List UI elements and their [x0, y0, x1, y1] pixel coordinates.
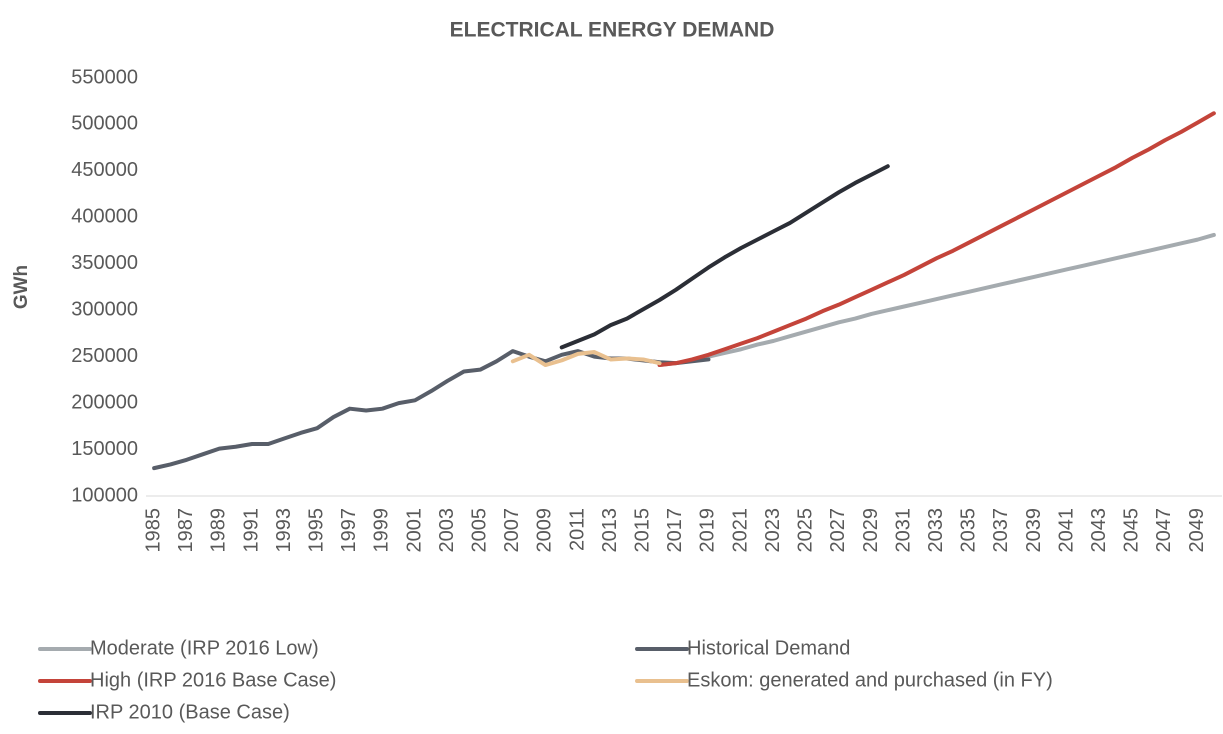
x-tick-label: 2041 [1055, 508, 1077, 553]
x-tick-label: 2039 [1023, 508, 1045, 553]
series-line [510, 350, 662, 368]
x-tick-label: 2013 [599, 508, 621, 553]
x-tick-label: 1995 [305, 508, 327, 553]
x-tick-label: 2007 [501, 508, 523, 553]
y-tick-label: 400000 [71, 206, 138, 228]
x-tick-label: 2031 [892, 508, 914, 553]
y-tick-label: 150000 [71, 438, 138, 460]
legend-label: Moderate (IRP 2016 Low) [90, 637, 319, 659]
x-tick-label: 2045 [1121, 508, 1143, 553]
x-tick-label: 2027 [827, 508, 849, 553]
x-tick-label: 2001 [403, 508, 425, 553]
x-tick-label: 1985 [142, 508, 164, 553]
x-tick-label: 2005 [468, 508, 490, 552]
y-tick-label: 550000 [71, 66, 138, 88]
legend-label: Historical Demand [687, 637, 850, 659]
legend-label: Eskom: generated and purchased (in FY) [687, 669, 1053, 691]
y-tick-label: 450000 [71, 159, 138, 181]
y-axis-label: GWh [11, 265, 32, 309]
series-line [152, 349, 711, 471]
x-tick-label: 2047 [1153, 508, 1175, 553]
x-tick-label: 2015 [632, 508, 654, 553]
x-tick-label: 2035 [958, 508, 980, 553]
y-tick-label: 250000 [71, 345, 138, 367]
x-tick-label: 2003 [436, 508, 458, 553]
x-tick-label: 2049 [1186, 508, 1208, 553]
x-tick-label: 2037 [990, 508, 1012, 553]
series-line [559, 164, 890, 350]
y-tick-label: 350000 [71, 252, 138, 274]
x-tick-label: 2019 [697, 508, 719, 553]
x-tick-label: 1987 [175, 508, 197, 553]
x-tick-label: 2025 [795, 508, 817, 553]
y-tick-label: 500000 [71, 113, 138, 135]
x-tick-label: 1997 [338, 508, 360, 553]
x-tick-label: 1999 [371, 508, 393, 553]
x-tick-label: 2017 [664, 508, 686, 553]
x-tick-label: 2011 [566, 508, 588, 551]
x-tick-label: 2023 [762, 508, 784, 553]
series-line [657, 232, 1216, 368]
x-tick-label: 2021 [729, 508, 751, 553]
x-tick-label: 2033 [925, 508, 947, 553]
x-tick-label: 1991 [240, 508, 262, 553]
x-tick-label: 2043 [1088, 508, 1110, 553]
chart-title: ELECTRICAL ENERGY DEMAND [450, 19, 775, 42]
legend-label: High (IRP 2016 Base Case) [90, 669, 336, 691]
x-tick-label: 1989 [208, 508, 230, 553]
x-tick-label: 2009 [534, 508, 556, 553]
legend-label: IRP 2010 (Base Case) [90, 701, 290, 723]
x-tick-label: 1993 [273, 508, 295, 553]
y-tick-label: 300000 [71, 299, 138, 321]
x-tick-label: 2029 [860, 508, 882, 553]
series-line [657, 111, 1216, 368]
y-tick-label: 100000 [71, 484, 138, 506]
y-tick-label: 200000 [71, 391, 138, 413]
